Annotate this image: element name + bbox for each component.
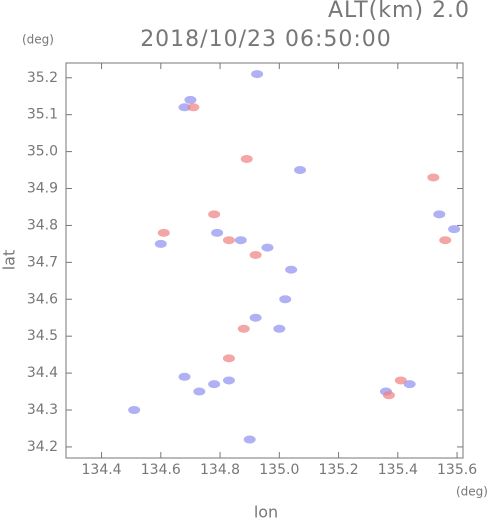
- y-tick-label: 34.7: [27, 254, 58, 270]
- y-tick-label: 34.2: [27, 439, 58, 455]
- x-tick-label: 135.0: [259, 462, 299, 478]
- y-tick-label: 34.3: [27, 402, 58, 418]
- echo-point: [237, 324, 250, 333]
- y-tick-label: 34.9: [27, 181, 58, 197]
- echo-point: [178, 103, 191, 112]
- x-tick-label: 134.6: [141, 462, 181, 478]
- echo-point: [222, 236, 235, 245]
- echo-point: [279, 295, 292, 304]
- y-tick-label: 34.6: [27, 291, 58, 307]
- echo-point: [394, 376, 407, 385]
- echo-point: [240, 154, 253, 163]
- echo-point: [222, 376, 235, 385]
- echo-point: [433, 210, 446, 219]
- plot-frame: [65, 62, 464, 459]
- x-tick-label: 135.2: [319, 462, 359, 478]
- echo-point: [261, 243, 274, 252]
- echo-point: [208, 210, 221, 219]
- echo-point: [249, 250, 262, 259]
- echo-point: [403, 380, 416, 389]
- echo-point: [249, 313, 262, 322]
- y-tick-label: 35.1: [27, 107, 58, 123]
- y-tick-label: 34.5: [27, 328, 58, 344]
- echo-point: [448, 225, 461, 234]
- echo-point: [439, 236, 452, 245]
- echo-point: [382, 391, 395, 400]
- x-tick-label: 134.8: [200, 462, 240, 478]
- echo-point: [208, 380, 221, 389]
- echo-point: [154, 239, 167, 248]
- y-tick-label: 34.8: [27, 217, 58, 233]
- echo-point: [187, 103, 200, 112]
- y-axis-label: lat: [0, 250, 19, 271]
- echo-point: [294, 166, 307, 175]
- echo-point: [157, 228, 170, 237]
- x-unit: (deg): [456, 485, 488, 499]
- echo-point: [251, 70, 264, 79]
- echo-point: [222, 354, 235, 363]
- echo-point: [243, 435, 256, 444]
- echo-point: [234, 236, 247, 245]
- x-tick-label: 135.4: [378, 462, 418, 478]
- echo-point: [193, 387, 206, 396]
- echo-point: [427, 173, 440, 182]
- y-tick-label: 35.2: [27, 70, 58, 86]
- x-tick-label: 135.6: [437, 462, 477, 478]
- echo-point: [178, 372, 191, 381]
- echo-point: [285, 265, 298, 274]
- echo-point: [128, 406, 141, 415]
- y-tick-label: 34.4: [27, 365, 58, 381]
- x-axis-label: lon: [254, 503, 278, 521]
- echo-point: [184, 95, 197, 104]
- subtitle: ALT(km) 2.0: [328, 0, 470, 23]
- echo-point: [211, 228, 224, 237]
- chart-title: 2018/10/23 06:50:00: [140, 27, 392, 52]
- y-tick-label: 35.0: [27, 144, 58, 160]
- echo-point: [273, 324, 286, 333]
- x-tick-label: 134.4: [82, 462, 122, 478]
- y-unit: (deg): [22, 33, 54, 47]
